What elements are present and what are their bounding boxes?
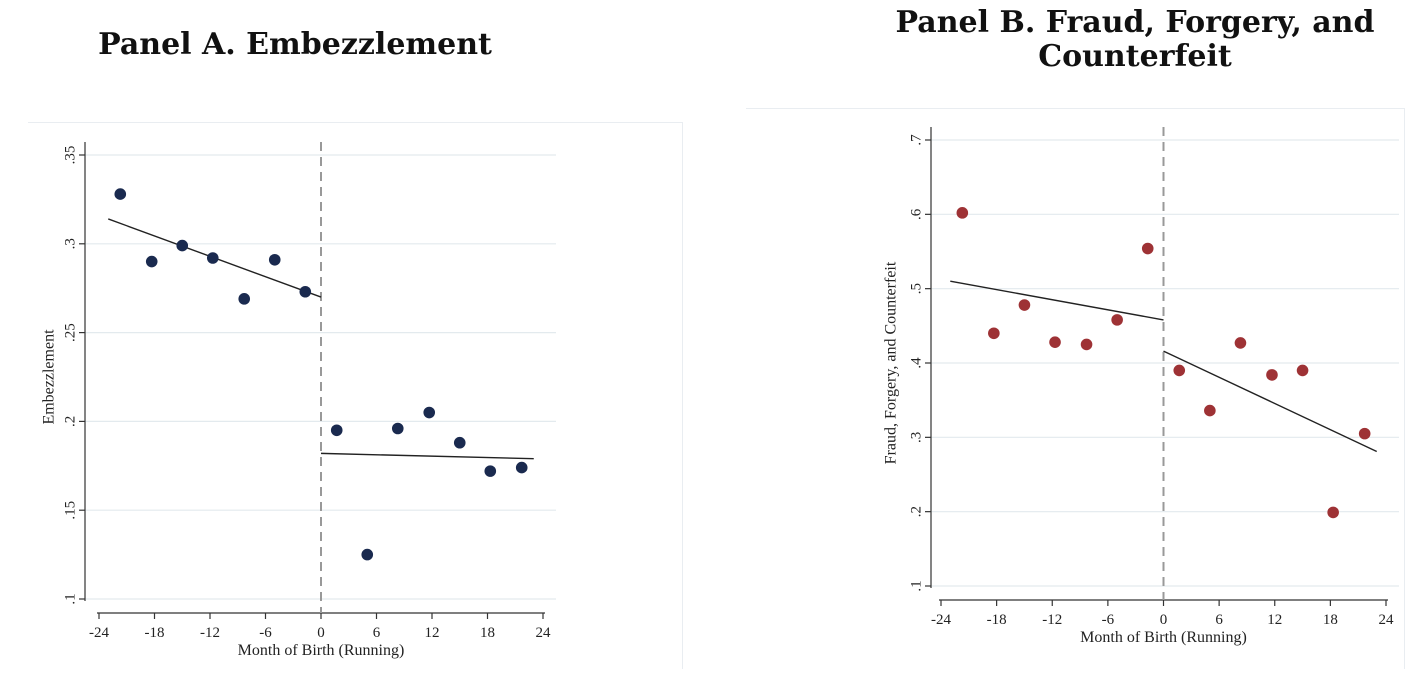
panel-a-data-point [330, 424, 343, 437]
panel-b-y-tick-label: .3 [908, 432, 924, 443]
panel-b-y-tick-label: .7 [908, 134, 924, 146]
panel-b-data-point [1234, 337, 1247, 349]
panel-a-data-point [238, 293, 251, 305]
panel-a-x-tick-label: 24 [536, 625, 552, 641]
panel-b-y-tick-label: .2 [908, 506, 924, 517]
panel-b-data-point [956, 207, 969, 219]
panel-b-title-line1: Panel B. Fraud, Forgery, and [895, 5, 1375, 40]
panel-a-fit-line-right [320, 452, 534, 460]
panel-a-data-point [361, 548, 374, 561]
panel-a-chart: .1 .15 .2 .25 .3 .35 -24 -18 -12 -6 0 6 12 18 24 Month … [41, 142, 556, 659]
panel-a-y-tick-label: .25 [62, 323, 78, 342]
panel-a-data-point [268, 253, 281, 266]
panel-a-x-tick-label: -6 [259, 625, 272, 641]
panel-a-x-tick-label: 18 [480, 625, 495, 641]
panel-b-data-point [1173, 364, 1186, 377]
panel-a-x-tick-label: -18 [145, 625, 165, 641]
panel-b-y-axis-title: Fraud, Forgery, and Counterfeit [883, 261, 900, 464]
panel-a-y-tick-label: .3 [62, 238, 78, 249]
panel-b-fit-line-left [950, 280, 1164, 321]
panel-b-data-point [1204, 404, 1216, 417]
panel-a-data-point [453, 436, 466, 449]
panel-a-data-point [423, 406, 436, 419]
panel-b-x-tick-label: 0 [1160, 612, 1168, 628]
panel-b-x-tick-label: 18 [1323, 612, 1338, 628]
panel-a-title: Panel A. Embezzlement [98, 27, 492, 62]
panel-a-data-point [299, 285, 312, 298]
panel-b-x-tick-label: -6 [1102, 612, 1115, 628]
panel-b-data-point [1266, 369, 1278, 381]
panel-a-data-point [515, 461, 528, 474]
panel-a-plot-area [28, 122, 683, 669]
panel-b-data-point [1049, 336, 1061, 348]
panel-b-x-tick-label: -18 [987, 612, 1007, 628]
panel-a-data-point [176, 239, 189, 252]
panel-a-x-axis-title: Month of Birth (Running) [238, 642, 405, 659]
panel-a-data-point [145, 255, 158, 268]
panel-a-x-tick-label: 0 [317, 625, 325, 641]
panel-b-y-tick-label: .4 [908, 357, 924, 369]
panel-a-data-point [391, 422, 404, 435]
panel-a-y-tick-label: .15 [62, 501, 78, 520]
panel-b-x-axis-title: Month of Birth (Running) [1080, 629, 1247, 646]
panel-a-y-tick-label: .1 [62, 593, 78, 604]
panel-a-y-tick-label: .2 [62, 416, 78, 427]
panel-b-y-tick-label: .6 [908, 208, 924, 220]
panel-b-title-line2: Counterfeit [1038, 39, 1232, 74]
panel-b-y-tick-label: .5 [908, 283, 924, 294]
panel-b-y-tick-label: .1 [908, 580, 924, 591]
panel-b-x-tick-label: 24 [1379, 612, 1395, 628]
panel-b-x-tick-label: 12 [1267, 612, 1282, 628]
panel-a-x-tick-label: 6 [373, 625, 381, 641]
panel-a-y-tick-label: .35 [62, 146, 78, 165]
panel-b-title: Panel B. Fraud, Forgery, and Counterfeit [880, 6, 1390, 74]
panel-b-x-tick-label: 6 [1215, 612, 1223, 628]
panel-b-data-point [1018, 299, 1031, 311]
panel-b-x-tick-label: -24 [931, 612, 951, 628]
panel-b-plot-area [746, 108, 1405, 669]
panel-b-data-point [1358, 427, 1371, 440]
panel-a-x-tick-label: -12 [200, 625, 220, 641]
panel-b-chart: .1 .2 .3 .4 .5 .6 .7 -24 -18 -12 -6 0 6 12 18 24 Month o… [883, 127, 1399, 646]
panel-b-data-point [1080, 338, 1093, 351]
panel-b-data-point [1296, 364, 1309, 377]
panel-a-data-point [206, 252, 219, 264]
panel-b-fit-line-right [1163, 350, 1378, 453]
panel-b-data-point [1111, 314, 1123, 326]
panel-b-data-point [1327, 506, 1339, 519]
panel-a-x-tick-label: -24 [89, 625, 109, 641]
panel-a-data-point [114, 188, 127, 200]
panel-a-y-axis-title: Embezzlement [41, 329, 58, 425]
panel-b-x-tick-label: -12 [1042, 612, 1062, 628]
panel-a-data-point [484, 465, 497, 477]
panel-a-x-tick-label: 12 [425, 625, 440, 641]
panel-b-data-point [988, 327, 1000, 340]
panel-b-data-point [1141, 242, 1154, 255]
